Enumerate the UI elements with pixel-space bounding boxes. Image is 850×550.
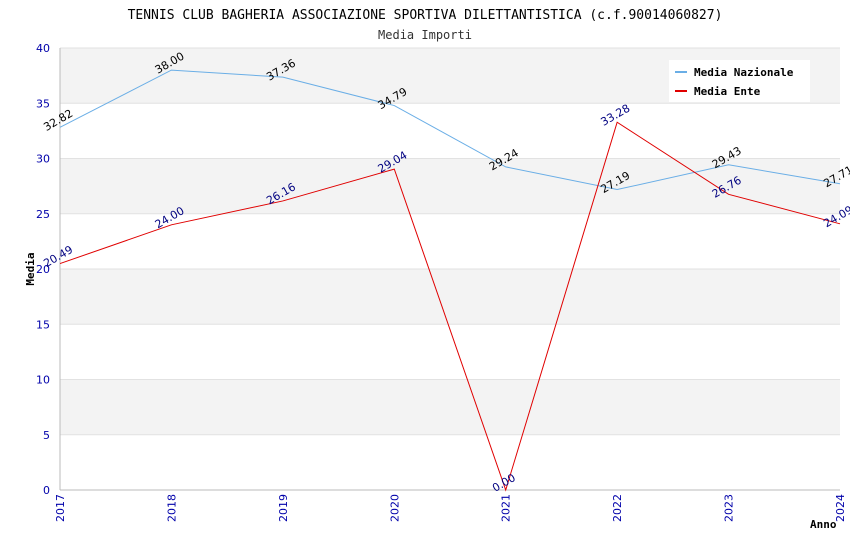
grid-lines (60, 47, 840, 491)
y-tick-label: 40 (36, 42, 50, 55)
grid-band (60, 269, 840, 325)
x-axis-label: Anno (810, 518, 837, 531)
y-tick-label: 15 (36, 318, 50, 331)
data-label: 33.28 (599, 102, 633, 129)
chart-subtitle: Media Importi (378, 28, 472, 42)
y-tick-label: 20 (36, 263, 50, 276)
series-group (59, 69, 841, 492)
chart-title: TENNIS CLUB BAGHERIA ASSOCIAZIONE SPORTI… (128, 8, 723, 23)
x-ticks: 2017 2018 2019 2020 2021 2022 2023 2024 (54, 494, 847, 522)
legend: Media Nazionale Media Ente (669, 60, 810, 102)
y-axis-label: Media (24, 252, 37, 285)
x-tick-label: 2021 (500, 494, 513, 522)
legend-label-1: Media Ente (694, 85, 761, 98)
series-line-1 (59, 121, 841, 492)
x-tick-label: 2023 (723, 494, 736, 522)
series-line-0 (59, 69, 841, 191)
y-tick-label: 30 (36, 153, 50, 166)
x-tick-label: 2022 (611, 494, 624, 522)
data-label: 20.49 (41, 243, 75, 270)
data-label: 0.00 (490, 471, 518, 495)
legend-box (669, 60, 810, 102)
x-tick-label: 2024 (834, 494, 847, 522)
y-tick-label: 10 (36, 374, 50, 387)
y-tick-label: 0 (43, 484, 50, 497)
legend-label-0: Media Nazionale (694, 66, 794, 79)
x-tick-label: 2018 (165, 494, 178, 522)
y-ticks: 0 5 10 15 20 25 30 35 40 (36, 42, 50, 497)
y-tick-label: 25 (36, 208, 50, 221)
data-label: 32.82 (41, 107, 75, 134)
grid-band (60, 379, 840, 435)
grid-band (60, 158, 840, 214)
x-tick-label: 2019 (277, 494, 290, 522)
y-tick-label: 5 (43, 429, 50, 442)
x-tick-label: 2020 (388, 494, 401, 522)
grid-bands (60, 48, 840, 435)
x-tick-label: 2017 (54, 494, 67, 522)
y-tick-label: 35 (36, 97, 50, 110)
